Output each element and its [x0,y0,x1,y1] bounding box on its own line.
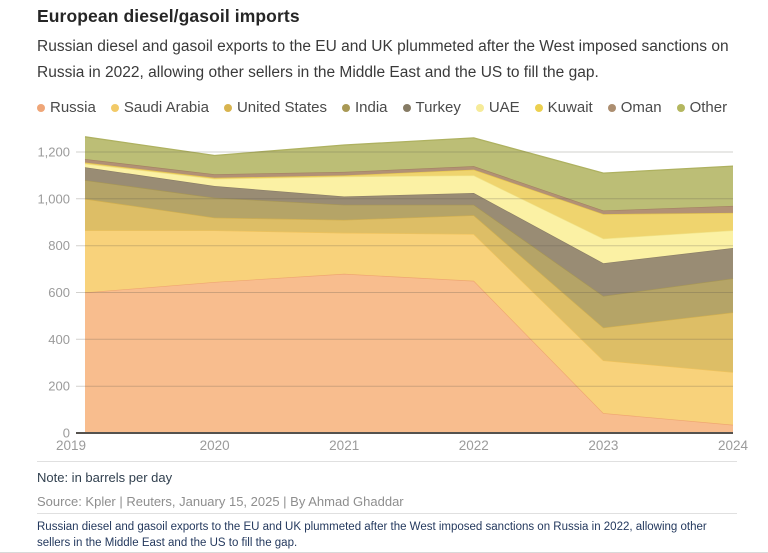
legend-item-saudi-arabia: Saudi Arabia [110,99,209,116]
legend-dot-saudi-arabia [110,103,119,112]
legend-dot-turkey [402,103,411,112]
legend-dot-russia [37,103,45,112]
chart-legend: Russia Saudi Arabia United States India Turk… [37,99,757,116]
legend-item-oman: Oman [607,99,662,116]
area-other [85,136,733,211]
edge-other [84,136,734,174]
y-tick-label: 200 [48,379,70,394]
area-saudi-arabia [85,230,733,425]
chart-subtitle: Russian diesel and gasoil exports to the… [37,38,729,81]
legend-label-saudi-arabia: Saudi Arabia [123,99,209,116]
legend-item-uae: UAE [475,99,520,116]
legend-item-kuwait: Kuwait [534,99,593,116]
legend-item-other: Other [676,99,728,116]
legend-dot-india [342,103,350,112]
legend-label-uae: UAE [488,99,520,116]
area-kuwait [85,162,733,239]
legend-dot-kuwait [534,103,543,112]
y-tick-label: 600 [48,285,70,300]
area-united-states [85,198,733,373]
legend-label-other: Other [689,99,728,116]
x-tick-label: 2020 [200,438,230,453]
legend-dot-other [676,103,685,112]
y-tick-label: 1,200 [37,145,70,160]
legend-label-india: India [355,99,388,116]
y-axis-labels: 0 200 400 600 800 1,000 1,200 [37,145,70,441]
source-line: Source: Kpler | Reuters, January 15, 202… [37,494,404,509]
x-tick-label: 2019 [56,438,86,453]
y-tick-label: 800 [48,238,70,253]
area-india [85,180,733,328]
legend-item-india: India [342,99,388,116]
legend-label-turkey: Turkey [415,99,461,116]
area-uae [85,163,733,264]
legend-dot-oman [607,103,616,112]
area-oman [85,159,733,215]
y-tick-label: 400 [48,332,70,347]
legend-item-russia: Russia [37,99,96,116]
legend-label-oman: Oman [620,99,662,116]
gridlines [76,151,733,387]
stacked-area-chart: 0 200 400 600 800 1,000 1,200 2019 2020 2021 2022 2… [0,128,768,455]
y-tick-label: 1,000 [37,191,70,206]
x-tick-label: 2023 [588,438,618,453]
divider [37,513,737,514]
legend-label-united-states: United States [236,99,327,116]
legend-dot-united-states [223,103,232,112]
chart-description: Russian diesel and gasoil exports to the… [37,521,707,549]
divider [37,461,737,462]
x-axis-labels: 2019 2020 2021 2022 2023 2024 [56,438,749,453]
page-title: European diesel/gasoil imports [37,6,300,26]
legend-item-united-states: United States [223,99,327,116]
x-tick-label: 2022 [459,438,489,453]
chart-note: Note: in barrels per day [37,470,173,485]
legend-dot-uae [475,103,484,112]
legend-item-turkey: Turkey [402,99,461,116]
area-series-group [84,136,734,433]
x-tick-label: 2024 [718,438,749,453]
edge-united-states [84,198,734,329]
y-tick-label: 0 [63,426,70,441]
legend-label-kuwait: Kuwait [547,99,593,116]
legend-label-russia: Russia [50,99,96,116]
x-tick-label: 2021 [329,438,359,453]
area-turkey [85,167,733,296]
area-russia [85,273,733,433]
